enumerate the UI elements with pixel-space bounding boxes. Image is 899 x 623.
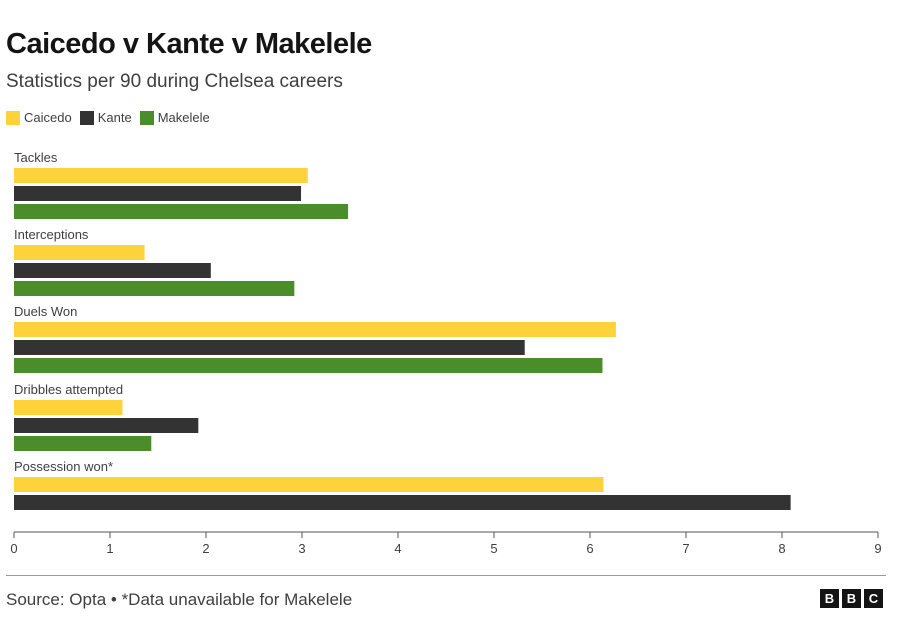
- x-tick-label: 9: [874, 541, 881, 556]
- x-tick-label: 8: [778, 541, 785, 556]
- category-label: Duels Won: [14, 304, 77, 319]
- bar-caicedo: [14, 322, 616, 337]
- legend-swatch: [6, 110, 20, 125]
- legend-swatch: [79, 110, 94, 125]
- legend-swatch: [139, 110, 154, 125]
- logo-letter: B: [842, 589, 861, 608]
- x-tick-label: 7: [682, 541, 689, 556]
- source-note: Source: Opta • *Data unavailable for Mak…: [6, 590, 353, 609]
- x-tick-label: 6: [586, 541, 593, 556]
- category-label: Dribbles attempted: [14, 382, 123, 397]
- bar-makelele: [14, 281, 295, 296]
- footer-divider: [6, 575, 886, 576]
- category-label: Possession won*: [14, 459, 113, 474]
- x-tick-label: 4: [394, 541, 401, 556]
- bar-kante: [14, 263, 211, 278]
- logo-letter: B: [820, 589, 839, 608]
- legend-item-makelele: Makelele: [139, 110, 210, 125]
- bar-caicedo: [14, 400, 123, 415]
- x-tick-label: 0: [10, 541, 17, 556]
- legend-label: Kante: [97, 110, 132, 125]
- category-label: Tackles: [14, 150, 58, 165]
- bar-makelele: [14, 204, 349, 219]
- bar-kante: [14, 340, 525, 355]
- bar-caicedo: [14, 477, 604, 492]
- chart-subtitle: Statistics per 90 during Chelsea careers: [6, 71, 343, 92]
- bar-kante: [14, 186, 302, 201]
- legend-label: Makelele: [157, 110, 210, 125]
- bar-kante: [14, 418, 199, 433]
- category-label: Interceptions: [14, 227, 89, 242]
- bar-caicedo: [14, 168, 308, 183]
- bar-chart: Tackles Interceptions Duels Won Dribbles at…: [10, 150, 881, 556]
- legend: Caicedo Kante Makelele: [6, 110, 210, 125]
- x-tick-label: 3: [298, 541, 305, 556]
- legend-item-kante: Kante: [79, 110, 132, 125]
- logo-letter: C: [864, 589, 883, 608]
- chart-title: Caicedo v Kante v Makelele: [6, 28, 372, 60]
- x-tick-label: 5: [490, 541, 497, 556]
- bar-kante: [14, 495, 791, 510]
- legend-item-caicedo: Caicedo: [6, 110, 72, 125]
- legend-label: Caicedo: [24, 110, 72, 125]
- bar-makelele: [14, 436, 152, 451]
- x-tick-label: 1: [106, 541, 113, 556]
- x-tick-label: 2: [202, 541, 209, 556]
- bar-caicedo: [14, 245, 145, 260]
- bar-makelele: [14, 358, 603, 373]
